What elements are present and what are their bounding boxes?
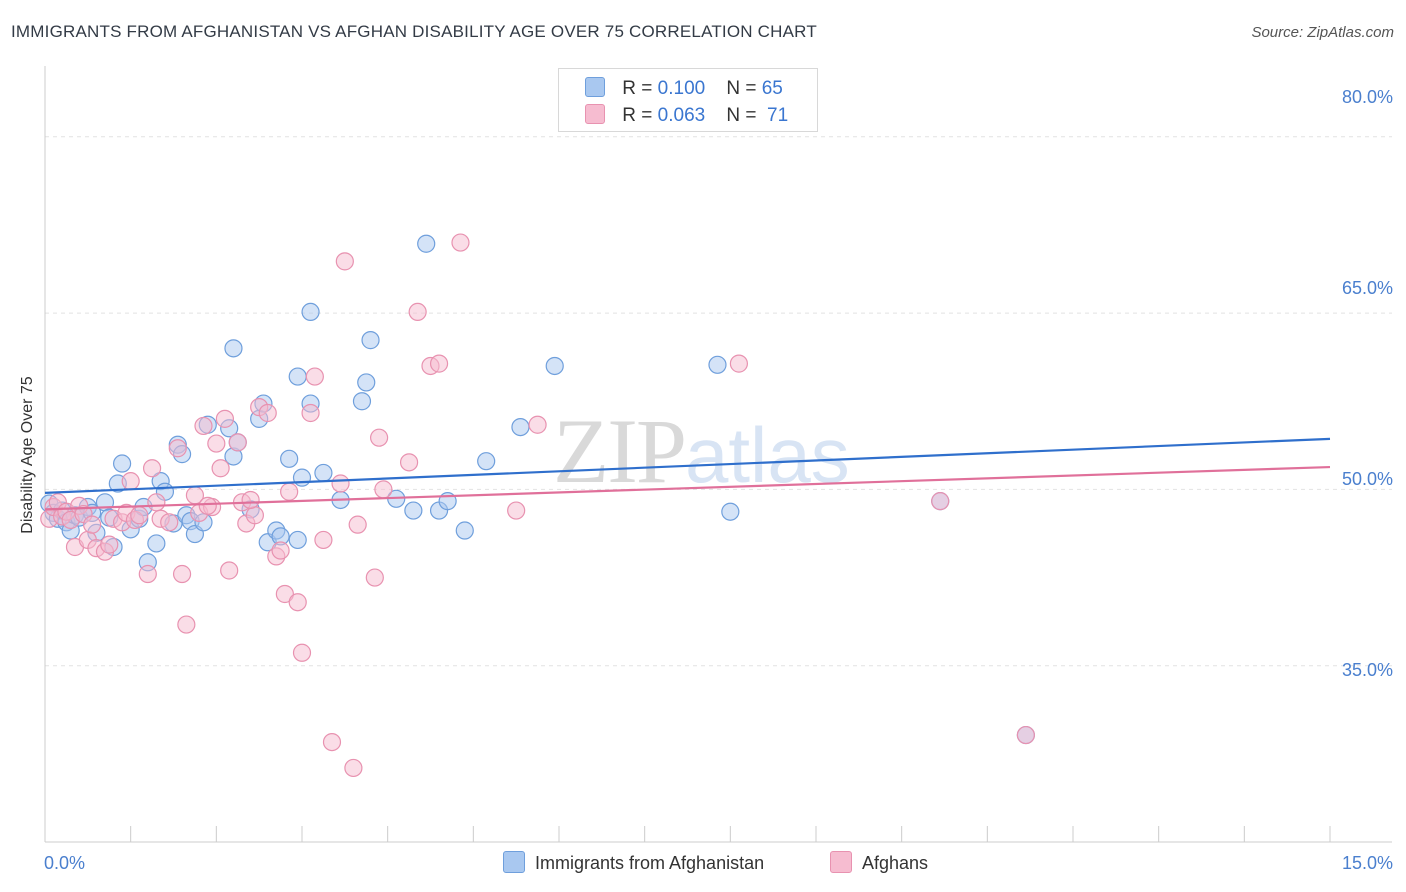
correlation-legend: R = 0.100 N = 65 R = 0.063 N = 71	[558, 68, 818, 132]
point-immigrants	[477, 452, 496, 471]
point-immigrants	[545, 356, 564, 376]
point-afghans	[374, 480, 393, 499]
point-afghans	[138, 564, 157, 584]
point-afghans	[245, 506, 264, 525]
point-afghans	[729, 354, 749, 373]
legend-swatch-blue	[585, 77, 605, 97]
point-afghans	[331, 474, 350, 493]
point-immigrants	[357, 373, 376, 392]
point-afghans	[292, 643, 312, 662]
y-tick-label: 35.0%	[1341, 660, 1393, 680]
legend-n-label: N =	[726, 78, 757, 99]
bottom-legend-label: Immigrants from Afghanistan	[535, 853, 765, 873]
point-afghans	[451, 233, 470, 252]
point-afghans	[215, 409, 234, 428]
point-immigrants	[708, 355, 727, 374]
point-immigrants	[288, 530, 307, 550]
point-immigrants	[361, 331, 380, 350]
point-afghans	[429, 354, 449, 373]
legend-row-pink: R = 0.063 N = 71	[585, 104, 788, 127]
legend-row-blue: R = 0.100 N = 65	[585, 77, 783, 100]
point-afghans	[399, 453, 419, 472]
point-immigrants	[511, 417, 530, 437]
legend-n-label: N =	[726, 105, 757, 126]
point-immigrants	[224, 339, 243, 358]
bottom-legend-item-immigrants: Immigrants from Afghanistan	[503, 851, 764, 874]
legend-r-label: R =	[622, 105, 653, 126]
legend-r-value: 0.100	[657, 78, 706, 99]
point-afghans	[344, 758, 363, 778]
point-immigrants	[301, 302, 320, 322]
point-afghans	[365, 568, 384, 587]
point-immigrants	[417, 234, 436, 253]
x-tick-label-min: 0.0%	[44, 853, 86, 873]
point-afghans	[228, 433, 247, 452]
bottom-legend-item-afghans: Afghans	[830, 851, 928, 874]
legend-r-value: 0.063	[657, 105, 706, 126]
y-tick-label: 50.0%	[1341, 469, 1393, 489]
point-afghans	[83, 515, 102, 534]
x-tick-label-max: 15.0%	[1341, 853, 1393, 873]
point-afghans	[408, 302, 427, 322]
chart-title: IMMIGRANTS FROM AFGHANISTAN VS AFGHAN DI…	[11, 22, 817, 41]
point-afghans	[130, 506, 149, 525]
legend-n-value: 71	[767, 105, 789, 126]
bottom-legend-swatch-pink	[830, 851, 852, 873]
trend-line-immigrants	[44, 437, 1331, 495]
point-immigrants	[292, 468, 312, 487]
y-axis-label: Disability Age Over 75	[19, 376, 36, 534]
legend-r-label: R =	[622, 78, 653, 99]
point-immigrants	[280, 449, 299, 468]
point-afghans	[147, 493, 166, 512]
y-tick-label: 80.0%	[1341, 87, 1393, 107]
point-afghans	[288, 593, 307, 612]
y-tick-label: 65.0%	[1341, 278, 1393, 298]
source-label: Source: ZipAtlas.com	[1251, 24, 1394, 41]
point-afghans	[931, 492, 950, 511]
point-afghans	[100, 535, 119, 554]
point-afghans	[305, 367, 324, 386]
point-afghans	[168, 439, 187, 458]
point-immigrants	[112, 454, 132, 473]
point-immigrants	[404, 501, 423, 520]
point-afghans	[1016, 725, 1035, 745]
point-afghans	[211, 459, 230, 478]
point-afghans	[322, 732, 342, 752]
bottom-legend-label: Afghans	[862, 853, 929, 873]
point-afghans	[528, 415, 547, 434]
point-afghans	[314, 530, 333, 550]
point-immigrants	[314, 463, 333, 483]
point-afghans	[280, 482, 299, 501]
point-afghans	[160, 513, 179, 532]
point-afghans	[335, 252, 354, 271]
point-immigrants	[288, 367, 307, 386]
point-immigrants	[721, 502, 740, 521]
point-afghans	[121, 472, 140, 491]
point-afghans	[177, 615, 196, 634]
point-afghans	[271, 541, 290, 560]
point-afghans	[142, 459, 162, 478]
point-afghans	[301, 403, 320, 423]
bottom-legend-swatch-blue	[503, 851, 525, 873]
legend-swatch-pink	[585, 104, 605, 124]
point-immigrants	[455, 521, 474, 540]
point-afghans	[207, 434, 226, 453]
point-afghans	[241, 490, 260, 510]
point-afghans	[198, 496, 217, 515]
point-afghans	[370, 428, 389, 447]
point-afghans	[172, 564, 192, 584]
point-afghans	[220, 561, 239, 580]
point-afghans	[348, 515, 367, 534]
point-afghans	[258, 403, 277, 423]
point-afghans	[194, 416, 213, 436]
point-afghans	[507, 501, 526, 520]
point-afghans	[275, 584, 294, 604]
trend-line-afghans	[44, 465, 1331, 511]
point-immigrants	[147, 534, 166, 553]
point-immigrants	[352, 392, 372, 411]
legend-n-value: 65	[761, 78, 783, 99]
